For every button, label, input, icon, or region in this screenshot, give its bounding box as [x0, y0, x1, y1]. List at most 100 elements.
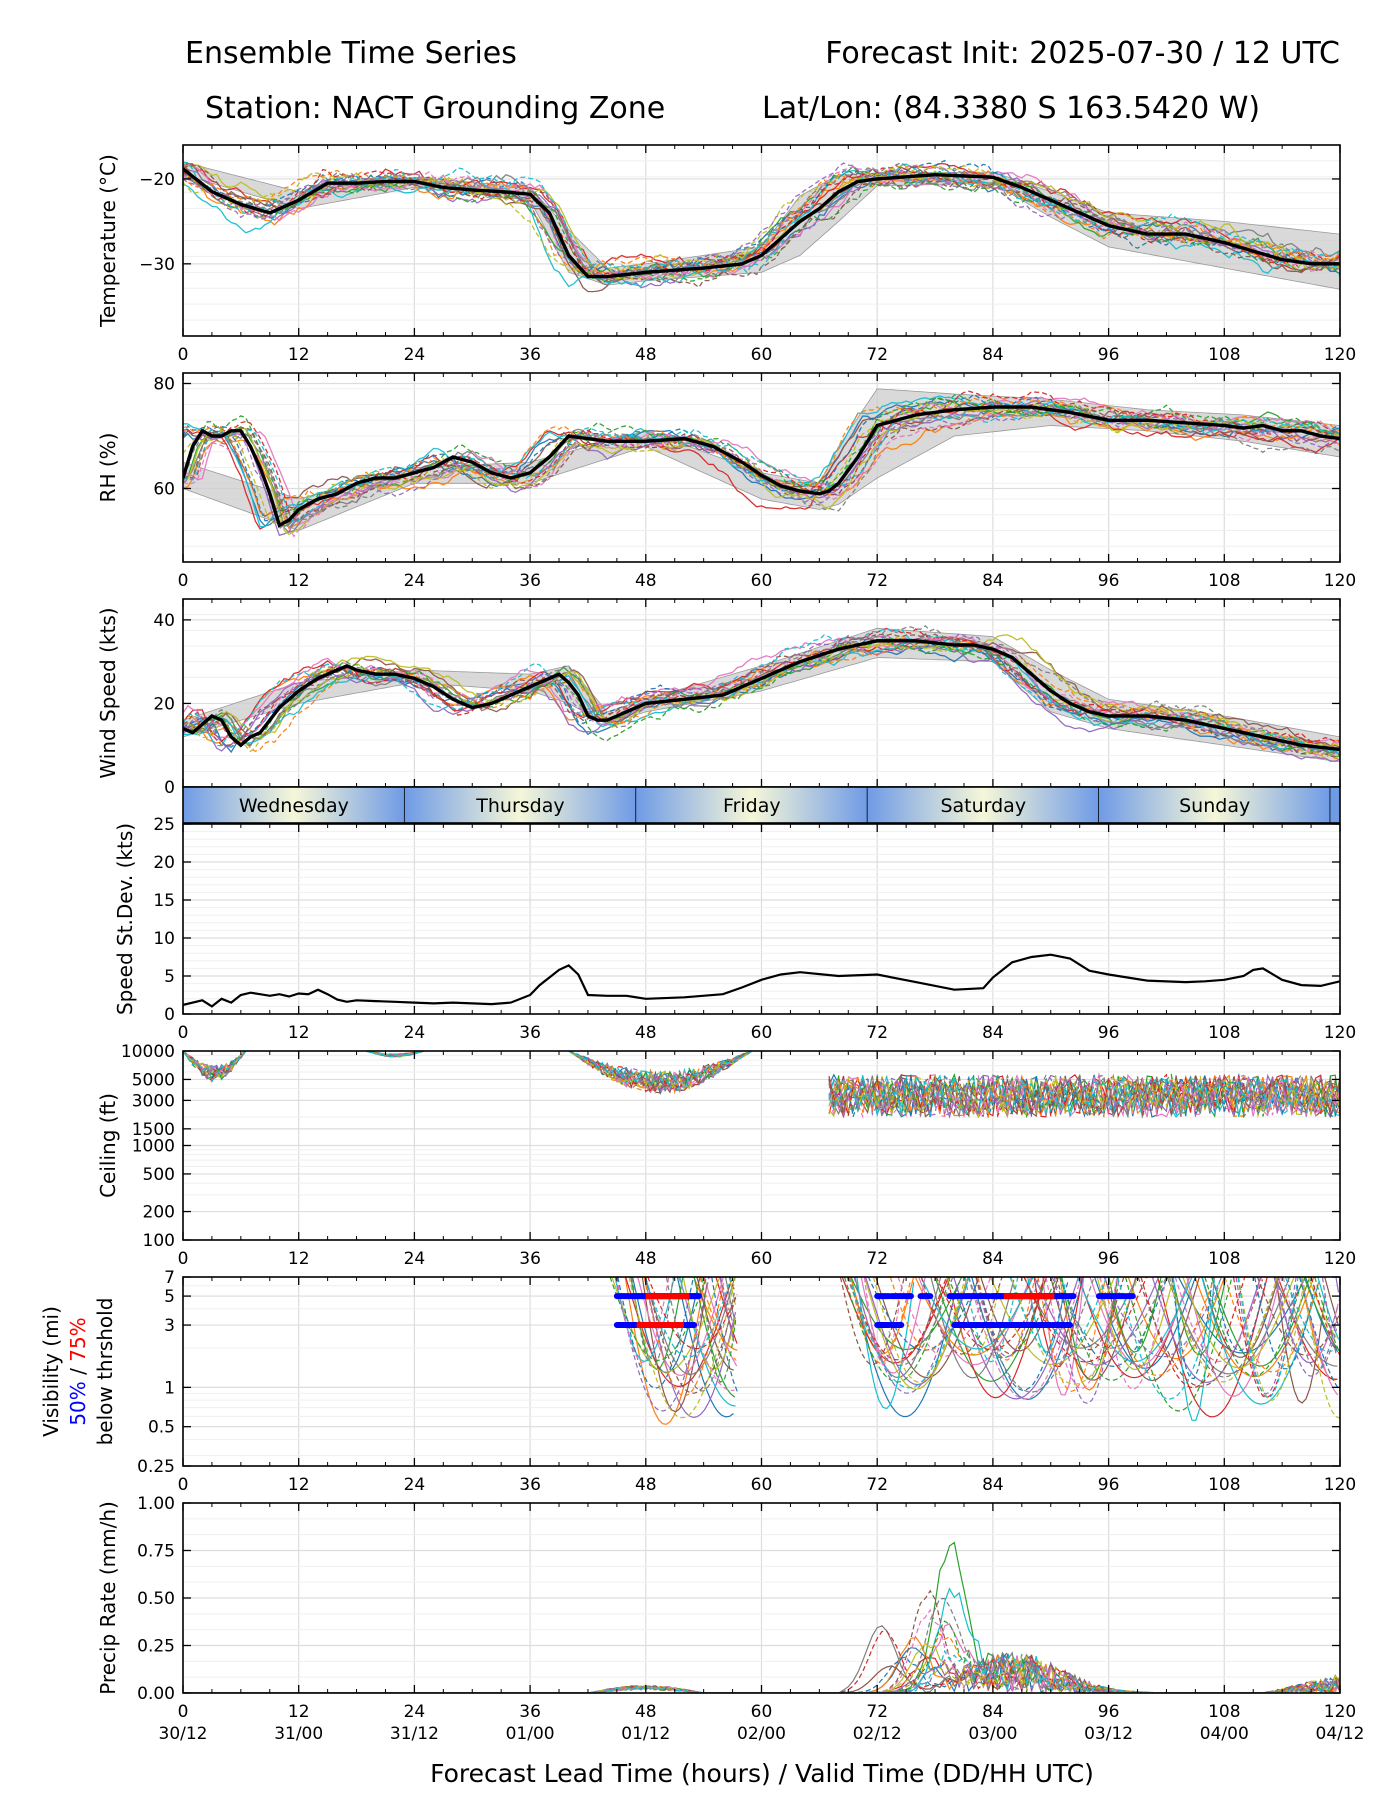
- member-line: [947, 1277, 1057, 1359]
- valid-time-label: 03/00: [968, 1724, 1017, 1744]
- x-tick-label: 120: [1324, 1023, 1356, 1043]
- x-tick-label: 48: [635, 1249, 657, 1269]
- member-line: [1166, 1277, 1291, 1375]
- member-line: [183, 402, 1340, 530]
- member-line: [1317, 1277, 1340, 1340]
- member-line: [1321, 1277, 1338, 1357]
- y-tick-label: 5: [164, 1287, 175, 1307]
- member-line: [616, 1277, 670, 1364]
- member-line: [1023, 1277, 1148, 1363]
- member-line: [1168, 1277, 1280, 1378]
- member-line: [1103, 1277, 1223, 1358]
- member-line: [183, 636, 1340, 757]
- ensemble-mean-line: [183, 405, 1340, 528]
- plot-area-visibility: [609, 1277, 1340, 1425]
- member-line: [183, 635, 1340, 760]
- member-line: [183, 633, 1340, 756]
- x-tick-label: 0: [178, 1023, 189, 1043]
- y-axis-title: Ceiling (ft): [96, 1093, 120, 1198]
- x-tick-label: 0: [178, 1702, 189, 1722]
- member-line: [1201, 1277, 1320, 1405]
- member-line: [568, 1051, 753, 1091]
- member-line: [1335, 1277, 1340, 1293]
- member-line: [850, 1277, 963, 1351]
- x-tick-label: 60: [751, 1249, 773, 1269]
- member-line: [1089, 1277, 1191, 1367]
- y-tick-label: 80: [153, 375, 175, 395]
- valid-time-label: 02/12: [853, 1724, 902, 1744]
- x-tick-label: 36: [519, 1702, 541, 1722]
- member-line: [568, 1051, 753, 1092]
- x-tick-label: 84: [982, 1702, 1004, 1722]
- x-tick-label: 72: [866, 1023, 888, 1043]
- y-tick-label: 15: [153, 891, 175, 911]
- day-label: Sunday: [1179, 795, 1250, 817]
- valid-time-label: 04/12: [1316, 1724, 1365, 1744]
- valid-time-label: 03/12: [1084, 1724, 1133, 1744]
- member-line: [967, 1277, 1082, 1400]
- x-tick-label: 24: [404, 1023, 426, 1043]
- y-tick-label: 0.25: [137, 1457, 175, 1477]
- member-line: [1287, 1277, 1338, 1372]
- y-axis-title: RH (%): [96, 433, 120, 503]
- x-tick-label: 96: [1098, 345, 1120, 365]
- valid-time-label: 31/00: [274, 1724, 323, 1744]
- member-line: [847, 1277, 947, 1361]
- x-tick-label: 108: [1208, 1702, 1240, 1722]
- member-line: [647, 1277, 738, 1350]
- day-segment: [183, 787, 405, 823]
- plot-area-wind: [183, 624, 1340, 763]
- member-line: [701, 1277, 737, 1384]
- x-tick-label: 72: [866, 1702, 888, 1722]
- y-tick-label: 1500: [132, 1120, 175, 1140]
- x-tick-label: 36: [519, 1249, 541, 1269]
- x-tick-label: 60: [751, 571, 773, 591]
- member-line: [828, 1074, 1340, 1118]
- member-line: [1314, 1277, 1340, 1353]
- y-axis-title: Precip Rate (mm/h): [96, 1501, 120, 1695]
- member-line: [1224, 1277, 1320, 1373]
- y-tick-label: 60: [153, 480, 175, 500]
- member-line: [1238, 1277, 1304, 1402]
- y-tick-label: 200: [143, 1203, 175, 1223]
- member-line: [1033, 1277, 1160, 1366]
- valid-time-label: 30/12: [159, 1724, 208, 1744]
- title-left: Ensemble Time Series: [185, 36, 517, 71]
- station-label: Station: NACT Grounding Zone: [205, 91, 665, 126]
- x-tick-label: 48: [635, 1702, 657, 1722]
- y-axis-title: Temperature (°C): [96, 154, 120, 328]
- member-line: [828, 1073, 1340, 1119]
- x-tick-label: 60: [751, 1702, 773, 1722]
- label-75-pct: 75%: [66, 1317, 90, 1361]
- x-tick-label: 120: [1324, 1249, 1356, 1269]
- x-tick-label: 12: [288, 345, 310, 365]
- x-tick-label: 84: [982, 1475, 1004, 1495]
- member-line: [183, 406, 1340, 538]
- label-separator: /: [66, 1362, 90, 1381]
- x-tick-label: 24: [404, 345, 426, 365]
- member-line: [853, 1277, 961, 1394]
- member-line: [183, 159, 1340, 276]
- member-line: [1237, 1277, 1299, 1399]
- member-line: [637, 1277, 724, 1376]
- y-tick-label: 20: [153, 694, 175, 714]
- day-bar: Wednesday Thursday Friday Saturday Sunday: [182, 786, 1341, 824]
- member-line: [1157, 1277, 1268, 1418]
- x-axis-title: Forecast Lead Time (hours) / Valid Time …: [430, 1759, 1094, 1788]
- y-tick-label: 20: [153, 853, 175, 873]
- y-tick-label: 0: [164, 778, 175, 798]
- member-line: [568, 1051, 753, 1091]
- member-line: [1275, 1277, 1326, 1404]
- ensemble-mean-line: [183, 167, 1340, 279]
- member-line: [1275, 1277, 1338, 1377]
- x-tick-label: 120: [1324, 1702, 1356, 1722]
- y-tick-label: 1000: [132, 1137, 175, 1157]
- member-line: [975, 1277, 1044, 1355]
- member-line: [828, 1074, 1340, 1118]
- y-tick-label: 5000: [132, 1070, 175, 1090]
- member-line: [728, 1277, 736, 1305]
- member-line: [1174, 1277, 1263, 1363]
- member-line: [1201, 1277, 1278, 1358]
- y-tick-label: 500: [143, 1165, 175, 1185]
